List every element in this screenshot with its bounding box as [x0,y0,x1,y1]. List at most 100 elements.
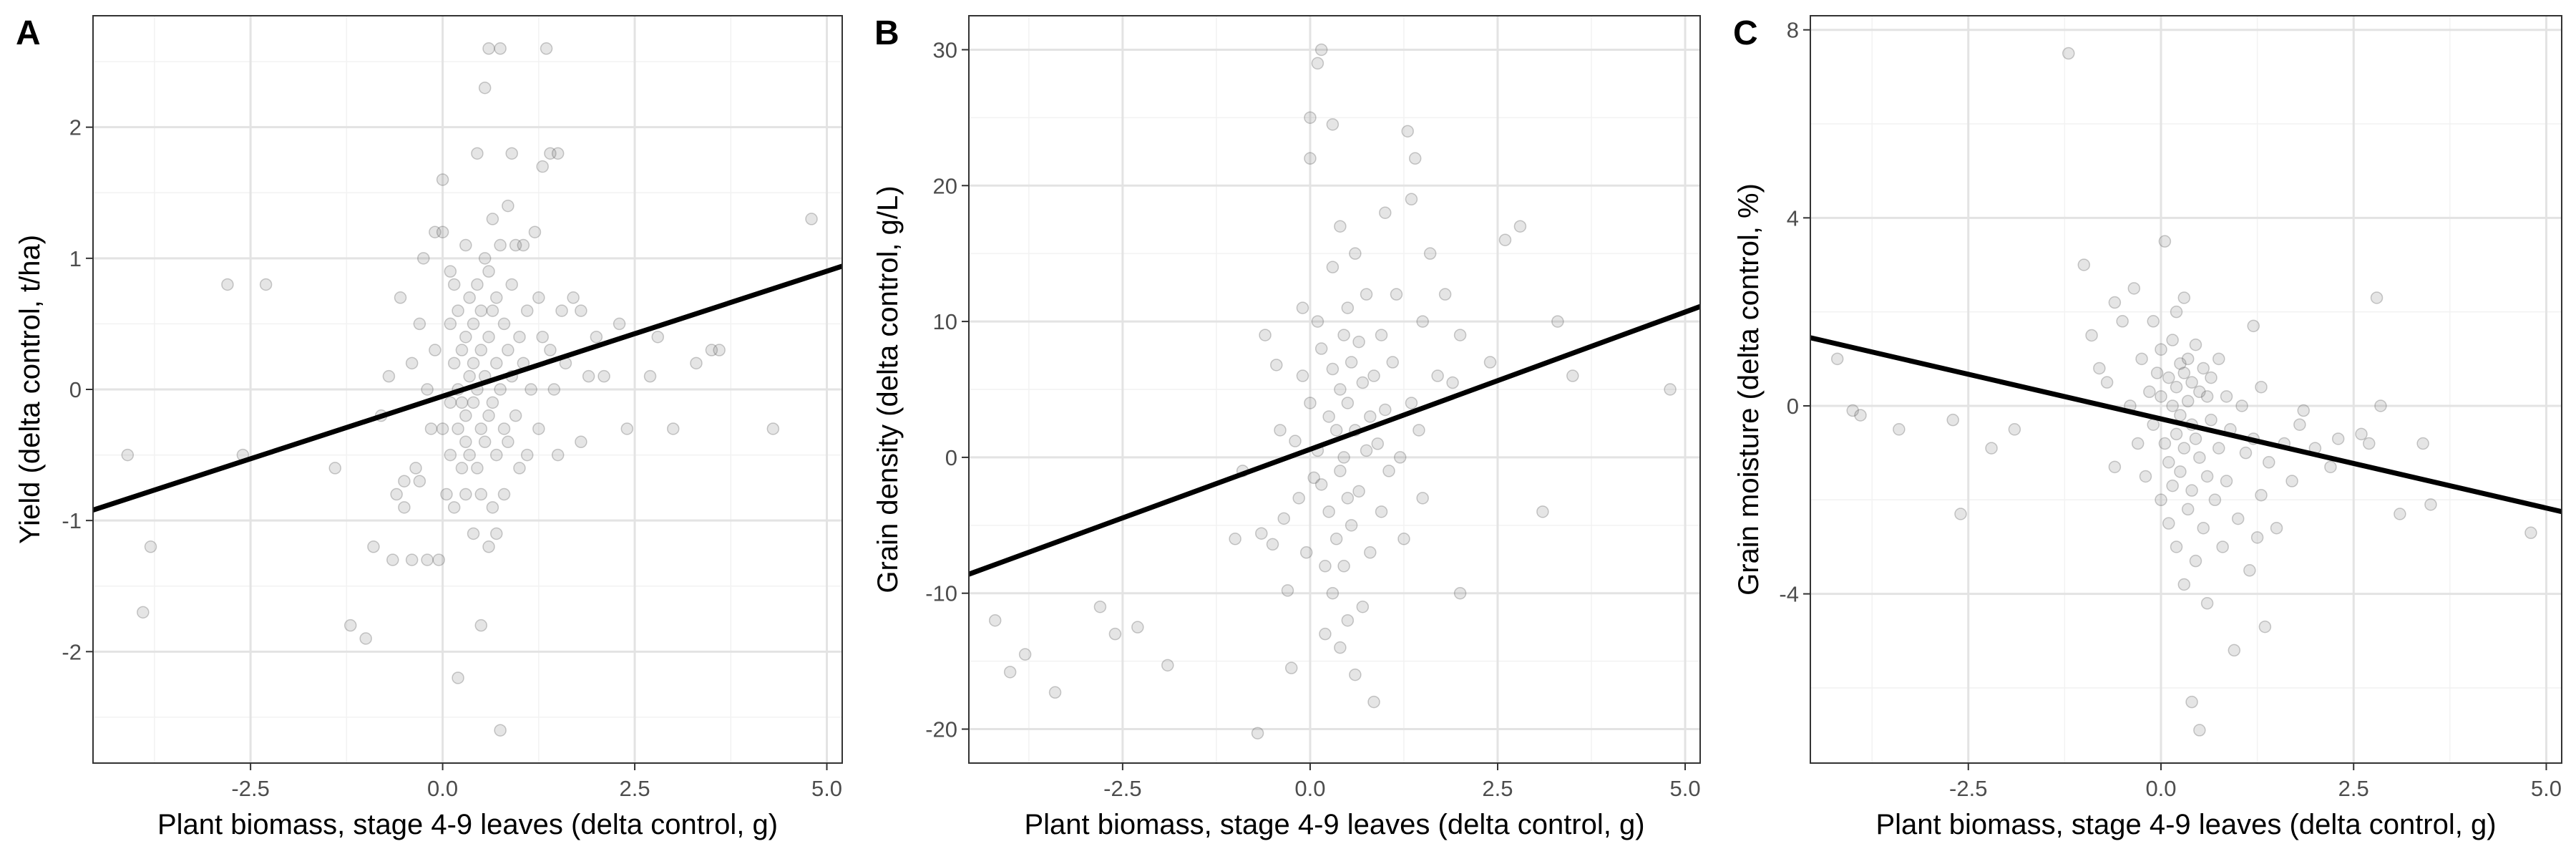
data-point [490,527,503,540]
data-point [2200,390,2214,403]
data-point [447,501,461,514]
data-point [490,291,503,304]
data-point [1360,444,1373,457]
data-point [1322,505,1335,518]
data-point [1304,152,1317,165]
data-point [1551,315,1564,328]
data-point [486,304,499,317]
data-point [2239,446,2253,460]
data-point [2297,404,2310,417]
data-point [474,304,488,317]
data-point [1566,369,1579,382]
data-point [444,396,457,409]
data-point [1003,666,1017,679]
data-point [436,225,449,238]
data-point [1307,471,1320,485]
data-point [421,383,434,396]
data-point [2177,367,2191,379]
data-point [2247,319,2260,333]
y-tick-label: 4 [1787,205,1799,230]
data-point [1326,586,1340,600]
data-point [2220,390,2233,403]
y-tick-label: 1 [69,246,82,271]
data-point [805,213,818,225]
data-point [121,448,135,462]
data-point [474,422,488,435]
data-point [440,487,453,501]
data-point [2077,258,2091,271]
data-point [497,487,511,501]
y-tick-label: -1 [62,508,82,533]
data-point [520,304,534,317]
data-point [2100,376,2114,389]
data-point [1048,686,1062,699]
data-point [1341,613,1355,627]
panel-a: -2.5 0.0 2.5 5.0 -2 -1 0 1 2 Plant biomass, stage… [14,14,843,840]
panel-border [1810,15,2562,764]
data-point [471,278,484,291]
data-point [2424,498,2437,511]
x-axis-title: Plant biomass, stage 4-9 leaves (delta c… [157,809,778,840]
data-point [398,475,411,487]
data-point [1108,627,1122,641]
data-point [394,291,407,304]
data-point [1266,538,1279,551]
data-point [1985,442,1998,455]
data-point [1284,661,1298,674]
data-point [413,475,426,487]
data-point [2155,390,2167,403]
data-point [1341,397,1355,409]
data-point [359,632,372,645]
data-point [2285,475,2298,487]
data-point [1416,315,1429,328]
data-point [1270,359,1283,372]
data-point [540,42,553,55]
data-point [429,225,441,238]
data-point [1364,410,1377,423]
x-tick-label: 0.0 [2145,776,2176,801]
y-tick-label: 8 [1787,18,1799,43]
data-point [452,671,464,684]
data-point [1379,403,1392,417]
data-point [2166,479,2179,492]
data-point [2177,442,2191,455]
data-point [1326,362,1340,376]
data-point [2255,488,2268,502]
data-point [1367,695,1380,709]
data-point [643,369,657,383]
data-point [1334,383,1347,396]
data-point [2363,437,2376,450]
data-point [2355,427,2368,441]
panel-c: -2.5 0.0 2.5 5.0 -4 0 4 8 Plant biomass, stage 4… [1733,14,2562,840]
data-point [459,238,472,252]
data-point [478,252,492,265]
data-point [486,501,499,514]
data-point [1379,206,1392,219]
data-point [467,396,480,409]
data-point [2008,423,2021,436]
data-point [2220,475,2233,487]
data-point [2143,385,2156,399]
regression-line [93,263,842,513]
data-point [1319,627,1332,641]
data-point [2189,338,2202,351]
data-point [2258,620,2272,634]
data-point [417,252,430,265]
data-point [502,199,514,213]
data-point [2197,361,2210,375]
data-point [486,213,499,225]
data-point [2147,418,2160,431]
y-tick-label: 10 [933,309,957,334]
y-tick-label: 30 [933,37,957,62]
data-point [494,42,507,55]
data-point [575,435,587,449]
data-point [490,356,503,370]
data-point [551,448,565,462]
data-point [144,540,157,553]
data-point [1431,369,1444,382]
y-tick-label: -4 [1779,582,1799,607]
data-point [536,330,549,344]
data-point [1830,352,1844,366]
data-point [1453,586,1467,600]
data-point [1274,424,1287,437]
